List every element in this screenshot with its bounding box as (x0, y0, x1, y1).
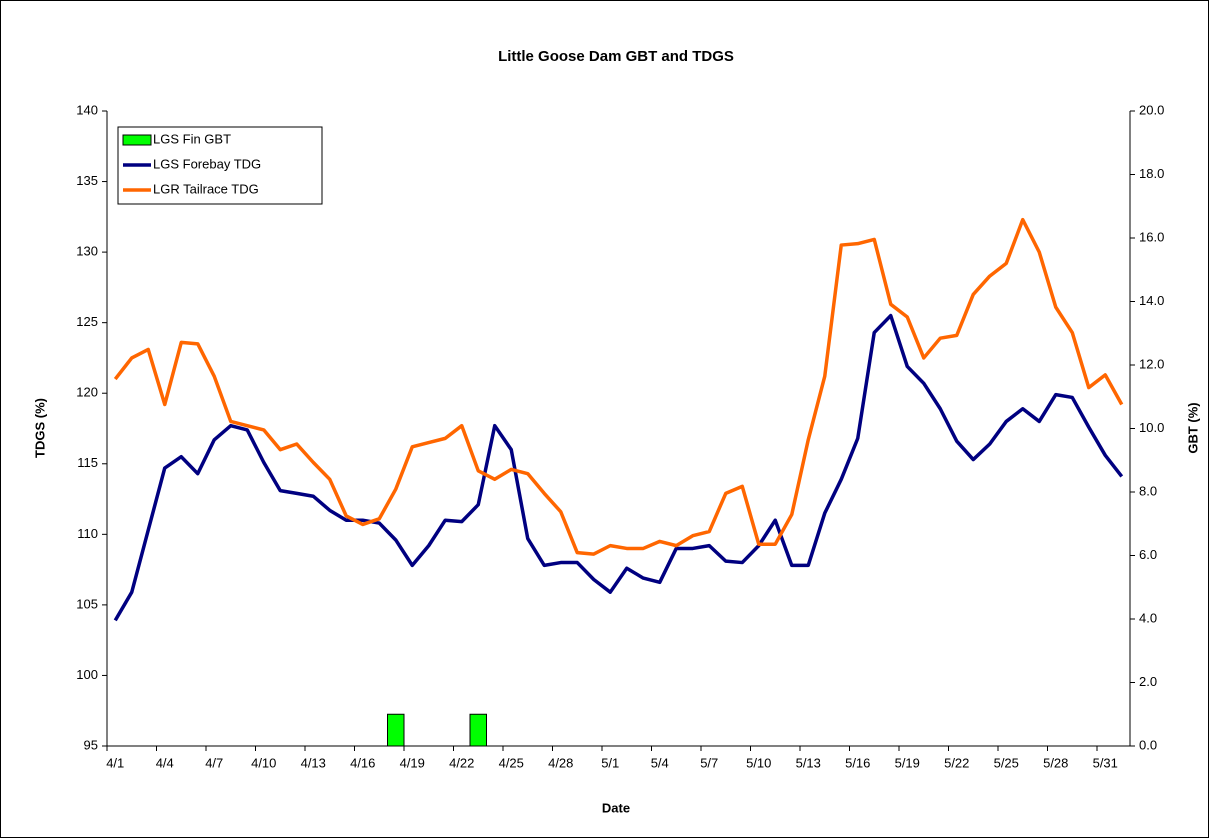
x-tick-label: 5/4 (651, 755, 669, 770)
x-tick-label: 5/31 (1093, 755, 1118, 770)
bar (387, 713, 405, 747)
y2-tick-label: 14.0 (1139, 293, 1164, 308)
x-tick-label: 4/1 (106, 755, 124, 770)
legend-box (117, 126, 323, 205)
x-tick-label: 4/4 (156, 755, 174, 770)
y-axis-label: TDGS (%) (32, 398, 47, 458)
y2-tick-label: 4.0 (1139, 610, 1157, 625)
line (113, 313, 1124, 622)
y2-tick-label: 16.0 (1139, 229, 1164, 244)
x-axis-label: Date (602, 800, 630, 815)
x-tick-label: 5/13 (796, 755, 821, 770)
y2-tick-label: 2.0 (1139, 674, 1157, 689)
y-tick-label: 95 (84, 737, 98, 752)
y-tick-label: 125 (76, 314, 98, 329)
x-tick-label: 5/22 (944, 755, 969, 770)
y-tick-label: 130 (76, 244, 98, 259)
x-tick-label: 5/7 (700, 755, 718, 770)
x-tick-label: 5/16 (845, 755, 870, 770)
y2-tick-label: 6.0 (1139, 547, 1157, 562)
line (113, 217, 1124, 556)
y2-tick-label: 20.0 (1139, 102, 1164, 117)
y-tick-label: 120 (76, 385, 98, 400)
x-tick-label: 4/28 (548, 755, 573, 770)
y-tick-label: 115 (77, 455, 98, 470)
x-tick-label: 4/19 (400, 755, 425, 770)
x-tick-label: 4/22 (449, 755, 474, 770)
x-tick-label: 5/10 (746, 755, 771, 770)
y2-tick-label: 0.0 (1139, 737, 1157, 752)
y-tick-label: 110 (77, 526, 98, 541)
legend-label: LGS Fin GBT (153, 131, 231, 146)
y-tick-label: 100 (76, 667, 98, 682)
y2-tick-label: 8.0 (1139, 483, 1157, 498)
x-tick-label: 4/13 (301, 755, 326, 770)
x-tick-label: 5/25 (994, 755, 1019, 770)
y-tick-label: 105 (76, 596, 98, 611)
x-tick-label: 5/1 (601, 755, 619, 770)
x-tick-label: 4/10 (251, 755, 276, 770)
chart-title: Little Goose Dam GBT and TDGS (498, 48, 734, 65)
y-tick-label: 135 (76, 173, 98, 188)
bar (469, 713, 487, 747)
x-tick-label: 5/19 (895, 755, 920, 770)
y-tick-label: 140 (76, 102, 98, 117)
legend-label: LGS Forebay TDG (153, 156, 261, 171)
legend-swatch (122, 134, 152, 146)
y2-tick-label: 18.0 (1139, 166, 1164, 181)
y2-tick-label: 10.0 (1139, 420, 1164, 435)
legend-label: LGR Tailrace TDG (153, 181, 259, 196)
y2-tick-label: 12.0 (1139, 356, 1164, 371)
x-tick-label: 4/16 (350, 755, 375, 770)
x-tick-label: 4/25 (499, 755, 524, 770)
y2-axis-label: GBT (%) (1185, 402, 1200, 453)
x-tick-label: 4/7 (205, 755, 223, 770)
x-tick-label: 5/28 (1043, 755, 1068, 770)
